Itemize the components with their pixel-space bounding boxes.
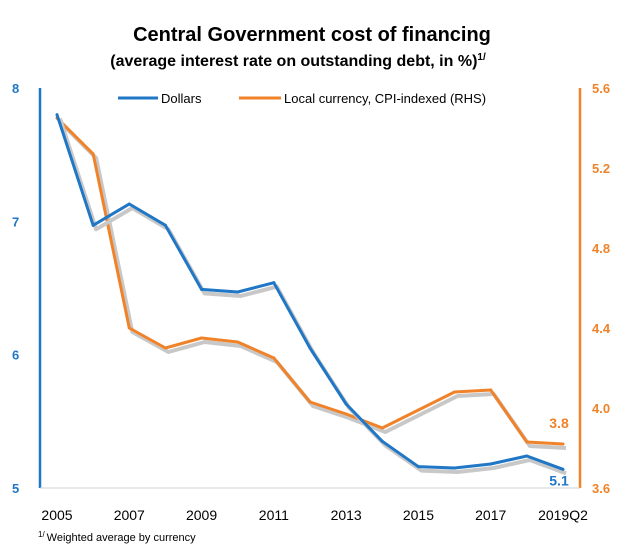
series-shadow — [58, 120, 567, 450]
y-left-tick-label: 5 — [12, 481, 19, 496]
data-point — [236, 290, 240, 294]
data-point — [489, 388, 493, 392]
legend-label: Local currency, CPI-indexed (RHS) — [284, 91, 486, 106]
data-point — [561, 467, 565, 471]
x-tick-label: 2015 — [403, 507, 434, 523]
footnote-text: Weighted average by currency — [47, 532, 196, 544]
y-right-tick-label: 5.6 — [592, 81, 610, 96]
data-point — [308, 346, 312, 350]
data-point — [453, 390, 457, 394]
data-point — [525, 440, 529, 444]
data-point — [416, 465, 420, 469]
x-tick-label: 2009 — [186, 507, 217, 523]
data-point — [163, 223, 167, 227]
data-labels: 5.1 3.8 — [549, 415, 569, 488]
series-shadow — [58, 118, 567, 476]
data-point — [91, 152, 95, 156]
y-left-tick-label: 6 — [12, 348, 19, 363]
data-point — [236, 340, 240, 344]
chart-subtitle-sup: 1/ — [477, 52, 486, 63]
data-point — [127, 202, 131, 206]
x-tick-label: 2007 — [114, 507, 145, 523]
y-right-tick-label: 4.4 — [592, 321, 611, 336]
footnote: 1/Weighted average by currency — [38, 530, 196, 544]
data-label: 5.1 — [549, 472, 569, 488]
data-point — [380, 426, 384, 430]
series-line — [55, 114, 564, 471]
data-point — [344, 412, 348, 416]
footnote-sup: 1/ — [38, 530, 45, 539]
data-point — [525, 454, 529, 458]
data-point — [163, 346, 167, 350]
data-label: 3.8 — [549, 415, 569, 431]
data-point — [308, 400, 312, 404]
data-point — [561, 442, 565, 446]
data-point — [127, 326, 131, 330]
series-lines — [55, 113, 567, 476]
y-right-tick-label: 4.0 — [592, 401, 610, 416]
data-point — [200, 336, 204, 340]
data-point — [380, 439, 384, 443]
x-tick-label: 2011 — [259, 507, 289, 523]
y-right-tick-label: 4.8 — [592, 241, 610, 256]
chart-title: Central Government cost of financing — [133, 24, 491, 46]
data-point — [344, 402, 348, 406]
data-point — [55, 113, 59, 117]
chart-subtitle: (average interest rate on outstanding de… — [110, 52, 486, 70]
y-left-tick-label: 8 — [12, 81, 19, 96]
axes: 5 6 7 8 3.6 4.0 4.4 4.8 5.2 5.6 2005 2007 2009 2011 20… — [12, 81, 611, 523]
data-point — [416, 408, 420, 412]
y-right-tick-label: 5.2 — [592, 161, 610, 176]
x-tick-label: 2013 — [331, 507, 362, 523]
x-tick-label: 2017 — [475, 507, 506, 523]
x-tick-label: 2005 — [41, 507, 72, 523]
y-left-tick-label: 7 — [12, 214, 19, 229]
chart-subtitle-text: (average interest rate on outstanding de… — [110, 53, 477, 70]
y-right-tick-label: 3.6 — [592, 481, 610, 496]
legend: Dollars Local currency, CPI-indexed (RHS) — [118, 91, 486, 106]
data-point — [489, 462, 493, 466]
data-point — [200, 287, 204, 291]
data-point — [272, 356, 276, 360]
data-point — [272, 281, 276, 285]
data-point — [453, 466, 457, 470]
data-point — [91, 223, 95, 227]
x-tick-label: 2019Q2 — [538, 507, 588, 523]
legend-label: Dollars — [161, 91, 202, 106]
